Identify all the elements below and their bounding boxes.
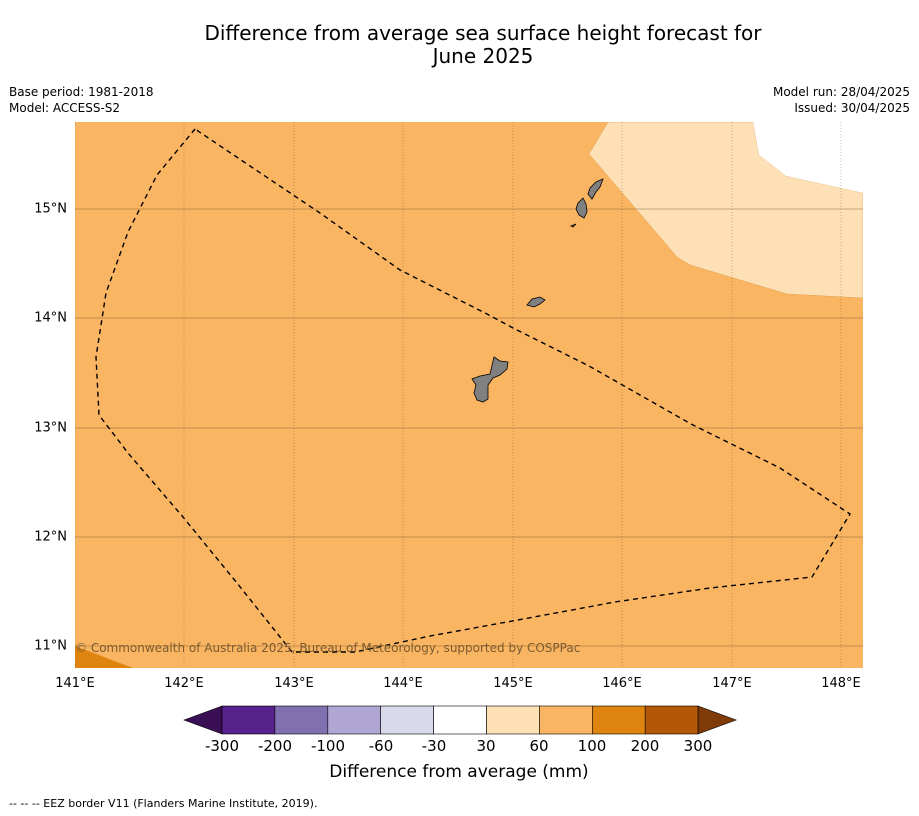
colorbar-swatch [274,705,329,735]
colorbar-tick-label: -60 [368,737,394,755]
colorbar-tick-label: 200 [630,737,660,755]
eez-legend-footer: -- -- -- EEZ border V11 (Flanders Marine… [9,797,318,810]
island-aguijan [570,223,577,228]
colorbar-tick-label: 300 [683,737,713,755]
lat-label: 14°N [34,310,67,326]
model-run: Model run: 28/04/2025 [772,85,910,99]
anomaly-band-100-200 [75,646,133,668]
eez-border [95,128,851,653]
title-line-1: Difference from average sea surface heig… [204,21,762,45]
title-line-2: June 2025 [432,44,534,68]
lat-label: 11°N [34,638,67,654]
lon-label: 144°E [383,676,423,691]
meta-left: Base period: 1981-2018 Model: ACCESS-S2 [9,84,154,116]
lon-label: 141°E [55,676,95,691]
colorbar-swatch [380,705,434,735]
colorbar-swatch [221,705,276,735]
meta-right: Model run: 28/04/2025 Issued: 30/04/2025 [773,84,910,116]
colorbar-tick-label: 100 [577,737,607,755]
colorbar-swatch [327,705,381,735]
colorbar-tick-label: -200 [257,737,293,755]
lon-label: 146°E [602,676,642,691]
lon-label: 148°E [821,676,861,691]
gridlines [75,122,863,668]
colorbar-tick-label: 60 [529,737,549,755]
model-name: Model: ACCESS-S2 [9,101,121,115]
island-rota [526,296,546,308]
colorbar [183,705,737,735]
island-saipan [587,178,604,200]
colorbar-swatch [591,705,646,735]
copyright-notice: © Commonwealth of Australia 2025, Bureau… [75,641,581,655]
lon-label: 142°E [164,676,204,691]
colorbar-tick-label: -30 [421,737,447,755]
island-tinian [575,197,588,219]
colorbar-tick-label: -300 [204,737,240,755]
colorbar-swatch [433,705,487,735]
colorbar-extend-low [183,705,223,735]
colorbar-title: Difference from average (mm) [329,762,589,782]
islands [471,178,604,403]
map-title: Difference from average sea surface heig… [0,22,919,68]
lat-label: 12°N [34,529,67,545]
colorbar-tick-label: -100 [310,737,346,755]
lat-label: 15°N [34,201,67,217]
island-guam [471,356,509,403]
issued-date: Issued: 30/04/2025 [794,101,910,115]
lat-label: 13°N [34,420,67,436]
anomaly-band-white [753,122,863,193]
colorbar-swatch [644,705,699,735]
map-area [75,122,863,668]
lon-label: 145°E [493,676,533,691]
lon-label: 147°E [712,676,752,691]
lon-label: 143°E [274,676,314,691]
colorbar-extend-high [697,705,737,735]
colorbar-swatch [539,705,593,735]
base-period: Base period: 1981-2018 [9,85,154,99]
colorbar-swatch [486,705,540,735]
colorbar-tick-label: 30 [476,737,496,755]
